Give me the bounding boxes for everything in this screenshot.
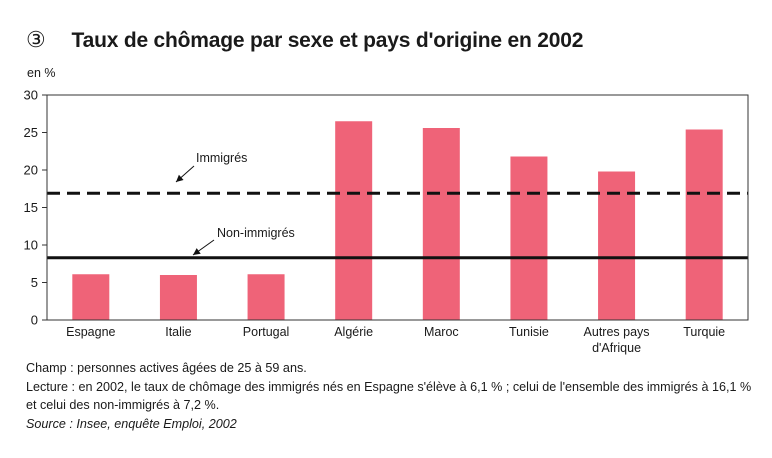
note-source: Source : Insee, enquête Emploi, 2002 xyxy=(26,416,237,431)
figure-number: ③ xyxy=(26,27,46,52)
y-tick-label: 30 xyxy=(24,88,38,103)
bar xyxy=(335,121,373,320)
x-tick-label: Turquie xyxy=(683,325,725,339)
bar xyxy=(685,129,723,320)
x-tick-label: Autres pays xyxy=(584,325,650,339)
note-lecture-line2: et celui des non-immigrés à 7,2 %. xyxy=(26,398,220,413)
chart-title-text: Taux de chômage par sexe et pays d'origi… xyxy=(71,29,584,52)
y-tick-label: 10 xyxy=(24,238,38,253)
x-tick-label: Portugal xyxy=(243,325,290,339)
chart-notes: Champ : personnes actives âgées de 25 à … xyxy=(26,359,766,433)
plot-frame xyxy=(46,94,749,321)
y-tick-label: 15 xyxy=(24,200,38,215)
immigres-label: Immigrés xyxy=(196,151,247,165)
x-tick-label: d'Afrique xyxy=(592,341,641,355)
note-champ: Champ : personnes actives âgées de 25 à … xyxy=(26,361,307,375)
bar xyxy=(422,128,460,320)
x-tick-label: Algérie xyxy=(334,325,373,339)
immigres-arrowhead xyxy=(176,174,184,182)
note-lecture-line1: Lecture : en 2002, le taux de chômage de… xyxy=(26,379,752,394)
bar xyxy=(159,275,197,320)
non-immigres-label: Non-immigrés xyxy=(217,226,295,240)
bar xyxy=(247,274,285,320)
non-immigres-arrowhead xyxy=(193,248,201,255)
y-tick-label: 5 xyxy=(31,275,38,290)
chart-title: ③ Taux de chômage par sexe et pays d'orig… xyxy=(26,27,583,53)
y-tick-label: 25 xyxy=(24,125,38,140)
y-axis-label: en % xyxy=(27,66,56,80)
x-tick-label: Tunisie xyxy=(509,325,549,339)
bar xyxy=(510,156,548,320)
bar xyxy=(72,274,110,320)
bar xyxy=(598,171,636,320)
x-tick-label: Espagne xyxy=(66,325,115,339)
x-tick-label: Maroc xyxy=(424,325,459,339)
y-tick-label: 20 xyxy=(24,163,38,178)
x-tick-label: Italie xyxy=(165,325,191,339)
y-tick-label: 0 xyxy=(31,313,38,328)
